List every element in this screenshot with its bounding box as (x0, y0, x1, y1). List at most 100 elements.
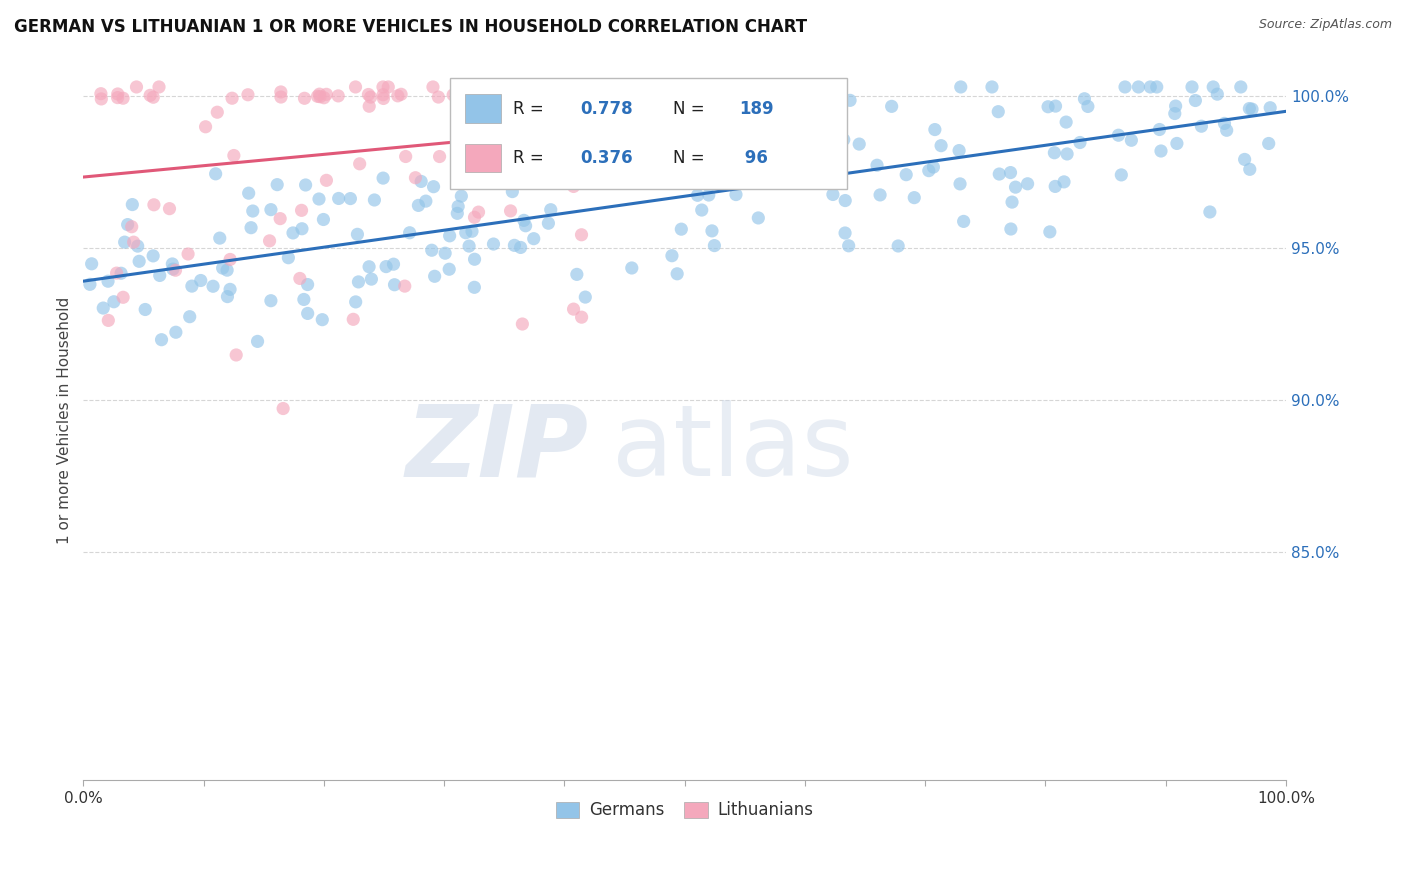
Point (339, 192, 361, 206)
Point (112, 290, 135, 304)
Point (724, 187, 747, 202)
Point (439, 228, 461, 243)
Point (434, 246, 457, 260)
Point (242, 204, 264, 219)
Point (1004, 180, 1026, 194)
Point (315, 87, 337, 102)
Point (834, 226, 856, 240)
Point (1045, 99, 1067, 113)
Point (949, 177, 972, 191)
Point (576, 79, 599, 94)
Point (666, 267, 689, 281)
Point (221, 91, 243, 105)
Point (177, 247, 200, 261)
Text: atlas: atlas (613, 401, 853, 497)
Point (1077, 99, 1099, 113)
Point (202, 279, 225, 293)
Point (550, 110, 572, 124)
Point (259, 234, 281, 248)
Text: 189: 189 (738, 100, 773, 118)
Point (503, 238, 526, 252)
Point (690, 202, 713, 217)
Point (437, 262, 460, 277)
Point (1239, 102, 1261, 116)
Point (1036, 100, 1059, 114)
Point (839, 94, 862, 108)
Point (661, 249, 683, 263)
Text: ZIP: ZIP (405, 401, 589, 497)
Text: 96: 96 (738, 149, 768, 167)
Point (1054, 115, 1077, 129)
Point (394, 279, 416, 293)
Point (162, 257, 184, 271)
Point (142, 90, 165, 104)
Point (696, 174, 718, 188)
Point (703, 238, 725, 252)
Point (127, 239, 149, 253)
Point (97, 313, 120, 327)
Point (832, 133, 855, 147)
Point (533, 88, 555, 103)
Point (987, 104, 1010, 119)
Point (1069, 136, 1091, 150)
Point (415, 194, 437, 208)
Point (1149, 122, 1171, 136)
Point (117, 218, 139, 232)
Point (1181, 79, 1204, 94)
Point (441, 87, 464, 102)
Point (359, 260, 381, 274)
Point (80, 257, 103, 271)
Point (395, 149, 418, 163)
Point (389, 87, 412, 102)
Text: R =: R = (513, 100, 548, 118)
Point (217, 290, 239, 304)
Point (467, 205, 489, 219)
Point (246, 334, 269, 349)
Point (866, 158, 889, 172)
Text: R =: R = (513, 149, 548, 167)
Point (360, 90, 382, 104)
Point (429, 149, 451, 163)
Point (489, 79, 512, 94)
Point (1230, 79, 1253, 94)
Point (1000, 222, 1022, 236)
Point (834, 194, 856, 208)
Point (512, 317, 534, 331)
Point (103, 294, 125, 309)
Point (620, 260, 643, 275)
Point (544, 168, 567, 182)
Point (562, 179, 585, 194)
Point (869, 188, 891, 202)
Text: N =: N = (672, 149, 710, 167)
Point (1258, 101, 1281, 115)
Point (1139, 79, 1161, 94)
Point (162, 262, 184, 277)
Point (292, 293, 315, 307)
Point (1233, 153, 1256, 167)
Point (1053, 175, 1076, 189)
Point (485, 106, 508, 120)
Point (671, 222, 693, 236)
Point (515, 219, 537, 233)
Point (422, 179, 444, 194)
Point (903, 191, 925, 205)
Point (79, 277, 101, 292)
Point (128, 254, 150, 268)
Point (236, 87, 259, 102)
Point (208, 231, 231, 245)
Point (560, 87, 582, 102)
Y-axis label: 1 or more Vehicles in Household: 1 or more Vehicles in Household (58, 296, 72, 543)
Point (454, 226, 477, 240)
Point (142, 198, 165, 212)
Point (838, 239, 860, 253)
Point (112, 91, 135, 105)
Text: 0.376: 0.376 (581, 149, 633, 167)
Point (150, 333, 173, 347)
Point (571, 227, 593, 242)
Point (328, 191, 350, 205)
Point (91, 301, 114, 315)
Point (562, 302, 585, 317)
Point (375, 260, 398, 274)
Point (981, 79, 1004, 94)
Point (371, 79, 394, 94)
